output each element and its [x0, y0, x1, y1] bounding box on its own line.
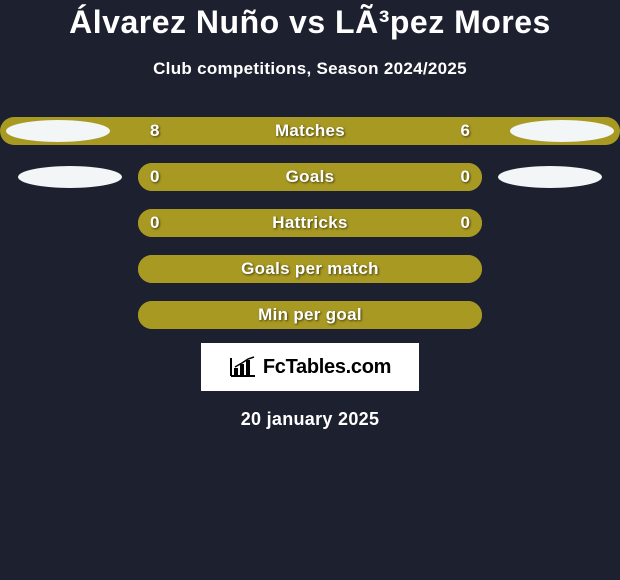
stat-label: Goals per match: [0, 255, 620, 283]
stat-rows: 86Matches 00Goals 00Hattricks Goals per mat…: [0, 117, 620, 329]
footer-date: 20 january 2025: [0, 409, 620, 430]
page-title: Álvarez Nuño vs LÃ³pez Mores: [0, 4, 620, 41]
logo-badge: FcTables.com: [201, 343, 419, 391]
stat-row: 00Goals: [0, 163, 620, 191]
logo-text: FcTables.com: [263, 356, 391, 379]
bar-chart-icon: [229, 356, 257, 378]
comparison-card: Álvarez Nuño vs LÃ³pez Mores Club compet…: [0, 0, 620, 430]
stat-label: Min per goal: [0, 301, 620, 329]
stat-label: Hattricks: [0, 209, 620, 237]
stat-label: Goals: [0, 163, 620, 191]
stat-row: 00Hattricks: [0, 209, 620, 237]
stat-row: Goals per match: [0, 255, 620, 283]
subtitle: Club competitions, Season 2024/2025: [0, 59, 620, 79]
stat-row: 86Matches: [0, 117, 620, 145]
stat-label: Matches: [0, 117, 620, 145]
stat-row: Min per goal: [0, 301, 620, 329]
